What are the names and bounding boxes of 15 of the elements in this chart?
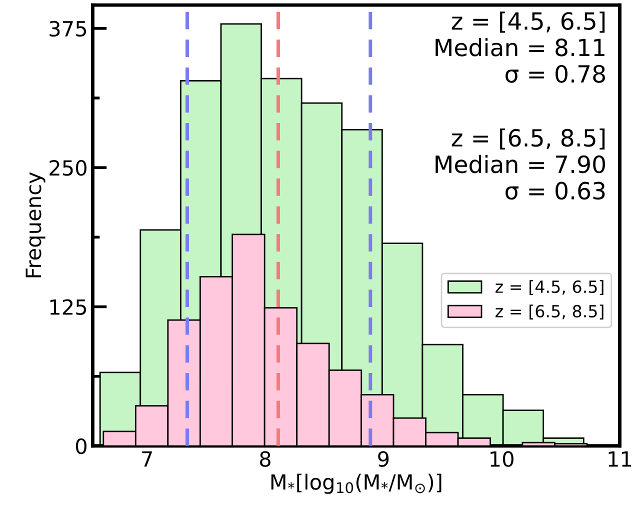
x-tick-label: 8 <box>260 451 270 467</box>
y-tick-label: 125 <box>50 299 86 315</box>
y-axis-title: Frequency <box>26 172 46 278</box>
x-tick-label: 9 <box>378 451 389 467</box>
y-tick-label: 375 <box>50 20 86 37</box>
legend-label: z = [4.5, 6.5] <box>496 280 604 295</box>
x-tick-label: 11 <box>608 451 632 467</box>
y-tick-label: 250 <box>50 160 86 176</box>
annotation: z = [6.5, 8.5] Median = 7.90 σ = 0.63 <box>436 128 606 200</box>
x-tick-label: 10 <box>490 451 514 467</box>
y-tick-label: 0 <box>76 438 86 454</box>
annotation: z = [4.5, 6.5] Median = 8.11 σ = 0.78 <box>436 12 605 83</box>
x-tick-label: 7 <box>142 451 152 467</box>
legend-label: z = [6.5, 8.5] <box>496 304 604 320</box>
text: M$_{*}$[log$_{10}$(M$_{*}$/M$_{⊙}$)] <box>271 474 442 494</box>
